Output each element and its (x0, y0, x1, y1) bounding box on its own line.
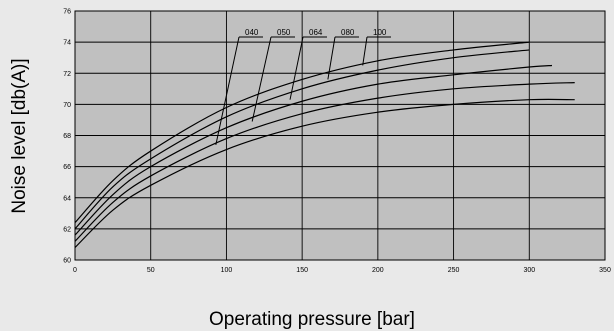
x-tick-label: 100 (221, 267, 233, 274)
leader-line-080 (327, 36, 336, 80)
x-tick-label: 0 (73, 267, 77, 274)
series-label-040: 040 (245, 28, 259, 37)
y-tick-label: 76 (63, 9, 71, 16)
x-tick-label: 200 (372, 267, 384, 274)
series-label-leaders: 040 050 064 080 100 (215, 28, 391, 145)
series-line-100 (74, 98, 575, 248)
series-label-080: 080 (341, 28, 355, 37)
x-axis-title: Operating pressure [bar] (209, 309, 415, 330)
y-tick-label: 64 (63, 195, 71, 202)
x-tick-label: 250 (448, 267, 460, 274)
x-tick-label: 300 (523, 267, 535, 274)
series-line-080 (74, 81, 575, 242)
x-tick-label: 50 (147, 267, 155, 274)
y-tick-label: 60 (63, 258, 71, 265)
y-tick-label: 66 (63, 164, 71, 171)
y-tick-label: 72 (63, 71, 71, 78)
y-tick-label: 68 (63, 133, 71, 140)
x-tick-labels: 0 50 100 150 200 250 300 350 (73, 267, 611, 274)
y-tick-label: 74 (63, 40, 71, 47)
grid-lines (74, 10, 606, 261)
leader-line-050 (251, 36, 272, 122)
plot-frame (74, 10, 606, 261)
leader-line-100 (362, 36, 368, 66)
series-label-050: 050 (277, 28, 291, 37)
y-axis-title: Noise level [db(A)] (9, 58, 30, 213)
series-lines (74, 41, 575, 248)
series-line-040 (74, 41, 530, 224)
y-tick-label: 70 (63, 102, 71, 109)
leader-line-040 (215, 36, 240, 145)
series-label-100: 100 (373, 28, 387, 37)
series-label-064: 064 (309, 28, 323, 37)
leader-line-064 (289, 36, 304, 100)
series-line-050 (74, 49, 530, 230)
series-line-064 (74, 64, 553, 236)
x-tick-label: 150 (296, 267, 308, 274)
y-tick-labels: 60 62 64 66 68 70 72 74 76 (63, 9, 71, 265)
y-tick-label: 62 (63, 226, 71, 233)
x-tick-label: 350 (599, 267, 611, 274)
